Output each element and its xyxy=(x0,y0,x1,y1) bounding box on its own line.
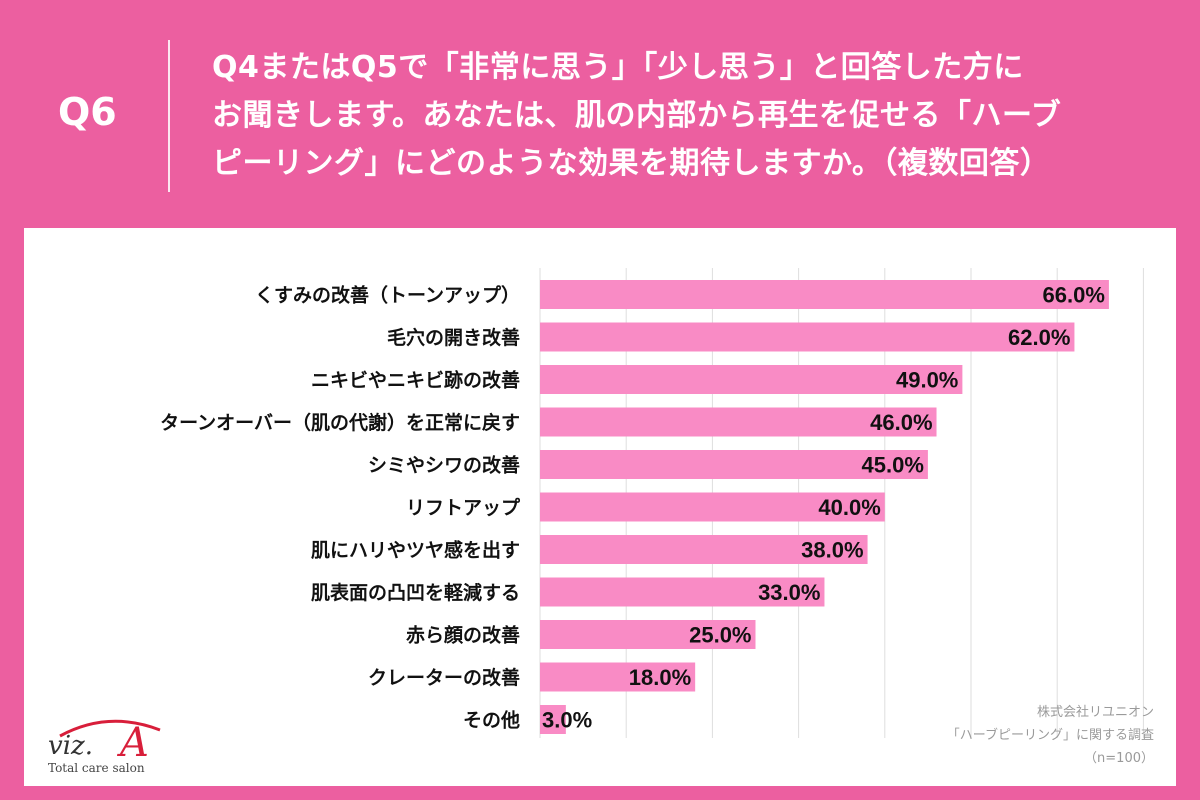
category-label-5: リフトアップ xyxy=(406,496,521,519)
credit-company: 株式会社リユニオン xyxy=(1036,705,1154,720)
category-label-0: くすみの改善（トーンアップ） xyxy=(255,284,520,307)
value-label-8: 25.0% xyxy=(689,623,751,648)
bar-5 xyxy=(540,492,885,522)
question-line-2: お聞きします。あなたは、肌の内部から再生を促せる「ハーブ xyxy=(212,98,1062,133)
category-label-1: 毛穴の開き改善 xyxy=(387,326,520,349)
question-text: Q4またはQ5で「非常に思う」「少し思う」と回答した方に お聞きします。あなたは… xyxy=(212,44,1162,188)
question-line-3: ピーリング」にどのような効果を期待しますか。（複数回答） xyxy=(212,146,1051,181)
category-label-10: その他 xyxy=(463,709,520,732)
category-label-6: 肌にハリやツヤ感を出す xyxy=(311,539,520,562)
viza-logo: viz. A Total care salon xyxy=(48,719,161,775)
bar-8 xyxy=(540,620,756,649)
category-label-2: ニキビやニキビ跡の改善 xyxy=(311,369,520,392)
category-label-3: ターンオーバー（肌の代謝）を正常に戻す xyxy=(160,411,520,434)
value-label-3: 46.0% xyxy=(870,410,932,435)
survey-credit: 株式会社リユニオン 「ハーブピーリング」に関する調査 （n=100） xyxy=(947,701,1154,770)
value-label-6: 38.0% xyxy=(801,538,863,563)
logo-a-mark: A xyxy=(116,720,149,766)
chart-panel: くすみの改善（トーンアップ） 66.0% 毛穴の開き改善 62.0% ニキビやニキビ跡の… xyxy=(24,228,1176,786)
bar-10 xyxy=(540,705,566,734)
bar-chart: くすみの改善（トーンアップ） 66.0% 毛穴の開き改善 62.0% ニキビやニキビ跡の… xyxy=(160,268,1144,738)
logo-swoosh xyxy=(59,719,161,738)
bar-7 xyxy=(540,577,825,607)
value-label-0: 66.0% xyxy=(1043,283,1105,308)
header-divider xyxy=(168,40,170,192)
category-label-9: クレーターの改善 xyxy=(368,666,520,689)
logo-tagline: Total care salon xyxy=(48,761,145,775)
bar-1 xyxy=(540,322,1075,352)
value-label-7: 33.0% xyxy=(758,580,820,605)
value-label-4: 45.0% xyxy=(862,453,924,478)
question-number: Q6 xyxy=(58,90,117,134)
value-label-1: 62.0% xyxy=(1008,325,1070,350)
value-label-9: 18.0% xyxy=(629,665,691,690)
question-header: Q6 Q4またはQ5で「非常に思う」「少し思う」と回答した方に お聞きします。あ… xyxy=(0,0,1200,228)
question-line-1: Q4またはQ5で「非常に思う」「少し思う」と回答した方に xyxy=(212,50,1024,85)
category-label-4: シミやシワの改善 xyxy=(368,454,520,477)
credit-survey: 「ハーブピーリング」に関する調査 xyxy=(946,728,1154,743)
category-label-8: 赤ら顔の改善 xyxy=(406,624,520,647)
category-label-7: 肌表面の凸凹を軽減する xyxy=(311,581,520,604)
value-label-5: 40.0% xyxy=(818,495,880,520)
bar-4 xyxy=(540,450,928,479)
credit-sample: （n=100） xyxy=(1084,751,1154,766)
bar-6 xyxy=(540,535,868,564)
bar-9 xyxy=(540,662,696,692)
bar-2 xyxy=(540,365,963,394)
bar-3 xyxy=(540,407,937,437)
value-label-10: 3.0% xyxy=(542,708,592,733)
value-label-2: 49.0% xyxy=(896,368,958,393)
logo-brand-text: viz. xyxy=(48,731,93,761)
bar-0 xyxy=(540,280,1109,309)
